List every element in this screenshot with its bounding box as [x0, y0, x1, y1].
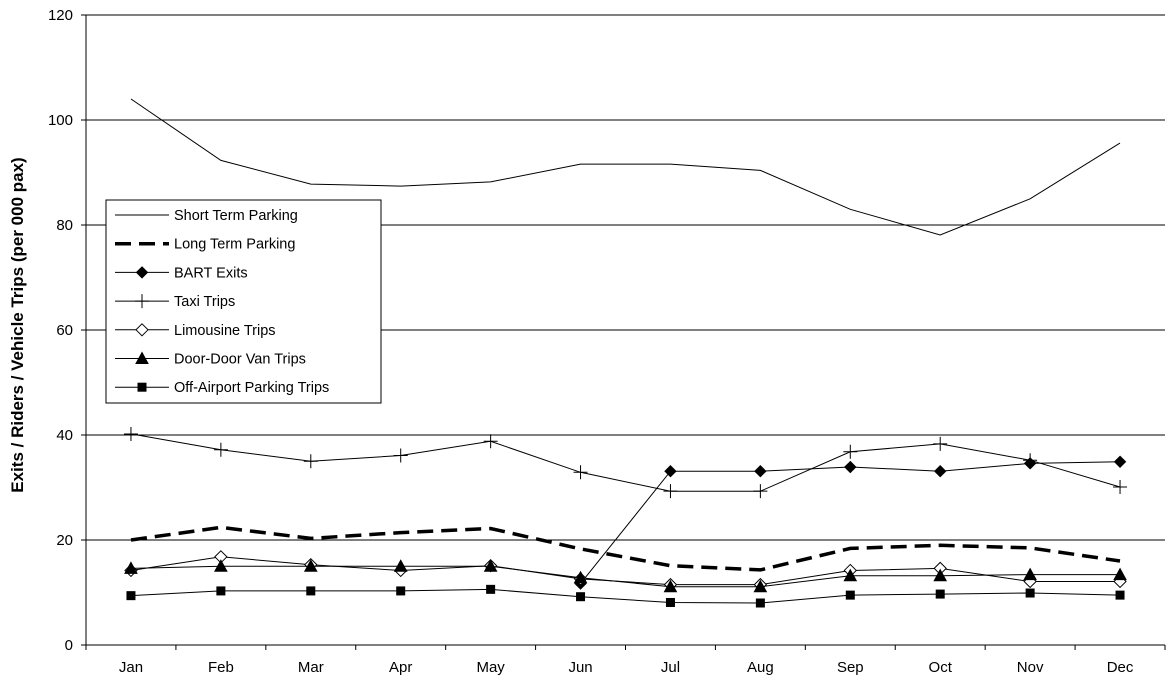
- legend-item: Taxi Trips: [115, 294, 235, 310]
- y-tick-label: 20: [56, 532, 73, 549]
- data-point-triangle: [124, 561, 138, 574]
- series-line: [130, 433, 1121, 492]
- data-point-square: [306, 586, 316, 596]
- data-point-plus: [753, 484, 768, 499]
- data-point-diamond: [1113, 455, 1127, 468]
- axes: 0 20 40 60 80 100 120 Jan Feb Mar Apr May Jun Jul Aug S…: [48, 7, 1166, 676]
- data-point-plus: [123, 426, 138, 441]
- series-long-term-parking: [130, 525, 1121, 572]
- data-point-square: [486, 584, 496, 594]
- legend-item: BART Exits: [115, 265, 248, 281]
- x-tick-label: Nov: [1017, 659, 1044, 676]
- legend-item: Off-Airport Parking Trips: [115, 380, 329, 396]
- data-point-diamond: [754, 465, 767, 478]
- y-tick-label: 60: [56, 322, 73, 339]
- y-axis-label: Exits / Riders / Vehicle Trips (per 000 …: [8, 157, 27, 492]
- data-point-plus: [663, 484, 678, 499]
- data-point-triangle: [933, 568, 948, 582]
- data-point-plus: [393, 448, 408, 463]
- data-point-plus: [213, 442, 228, 457]
- data-point-square: [665, 597, 675, 607]
- legend-label: Off-Airport Parking Trips: [174, 380, 329, 396]
- x-tick-label: Aug: [747, 659, 774, 676]
- data-point-triangle: [753, 579, 768, 593]
- series-line: [130, 556, 1120, 586]
- y-tick-label: 120: [48, 7, 73, 24]
- x-tick-label: Jun: [568, 659, 592, 676]
- y-tick-label: 0: [65, 637, 73, 654]
- data-point-triangle: [393, 559, 408, 572]
- data-point-plus: [303, 454, 318, 469]
- data-point-diamond: [934, 465, 947, 478]
- series-door-door-van-trips: [124, 559, 1127, 593]
- data-point-plus: [933, 436, 948, 451]
- data-point-diamond: [664, 465, 677, 478]
- data-point-triangle: [573, 570, 588, 584]
- x-tick-label: Mar: [298, 659, 324, 676]
- series-line: [130, 565, 1120, 588]
- data-point-square: [576, 592, 586, 602]
- data-point-square: [126, 591, 136, 601]
- data-point-triangle: [135, 351, 149, 364]
- series-line: [130, 588, 1121, 604]
- data-point-triangle: [214, 559, 228, 572]
- y-tick-label: 100: [48, 112, 73, 129]
- x-tick-label: Oct: [929, 659, 953, 676]
- y-tick-label: 40: [56, 427, 73, 444]
- data-point-triangle: [1113, 567, 1127, 581]
- data-point-triangle: [843, 568, 858, 582]
- data-point-plus: [1113, 479, 1128, 494]
- data-point-square: [845, 590, 855, 600]
- data-point-plus: [135, 294, 149, 309]
- data-point-square: [935, 589, 945, 599]
- data-point-triangle: [303, 559, 318, 572]
- data-point-plus: [843, 444, 858, 459]
- series-taxi-trips: [123, 426, 1128, 499]
- legend-label: Short Term Parking: [174, 208, 298, 224]
- legend-item: Long Term Parking: [115, 237, 295, 253]
- legend-label: BART Exits: [174, 265, 248, 281]
- data-point-square: [137, 382, 147, 392]
- y-tick-label: 80: [56, 217, 73, 234]
- x-tick-label: Dec: [1107, 659, 1134, 676]
- data-point-open-diamond: [135, 323, 149, 337]
- data-point-square: [755, 598, 765, 608]
- x-tick-label: Feb: [208, 659, 234, 676]
- data-point-square: [1025, 588, 1035, 598]
- data-point-triangle: [663, 579, 678, 593]
- data-point-diamond: [135, 266, 149, 279]
- series-line: [130, 525, 1121, 572]
- legend: Short Term Parking Long Term Parking BART …: [105, 199, 382, 404]
- data-point-square: [396, 586, 406, 596]
- data-point-plus: [573, 465, 588, 480]
- series-layer: [123, 98, 1128, 608]
- series-limousine-trips: [124, 550, 1127, 592]
- series-short-term-parking: [130, 98, 1121, 236]
- series-off-airport-parking-trips: [126, 584, 1125, 608]
- legend-label: Taxi Trips: [174, 294, 235, 310]
- series-line: [130, 98, 1121, 236]
- data-point-diamond: [844, 460, 857, 474]
- data-point-triangle: [483, 559, 498, 572]
- data-point-square: [1115, 590, 1125, 600]
- legend-label: Door-Door Van Trips: [174, 352, 306, 368]
- legend-label: Limousine Trips: [174, 323, 276, 339]
- x-tick-label: Sep: [837, 659, 864, 676]
- legend-item: Short Term Parking: [115, 208, 298, 224]
- x-tick-label: Apr: [389, 659, 412, 676]
- x-tick-label: Jan: [119, 659, 143, 676]
- data-point-triangle: [1023, 567, 1037, 581]
- data-point-square: [216, 586, 226, 596]
- x-tick-label: May: [476, 659, 505, 676]
- legend-item: Door-Door Van Trips: [115, 351, 306, 368]
- legend-label: Long Term Parking: [174, 237, 295, 253]
- data-point-plus: [483, 434, 498, 449]
- x-tick-label: Jul: [661, 659, 680, 676]
- data-point-plus: [1023, 453, 1038, 468]
- legend-item: Limousine Trips: [115, 323, 276, 339]
